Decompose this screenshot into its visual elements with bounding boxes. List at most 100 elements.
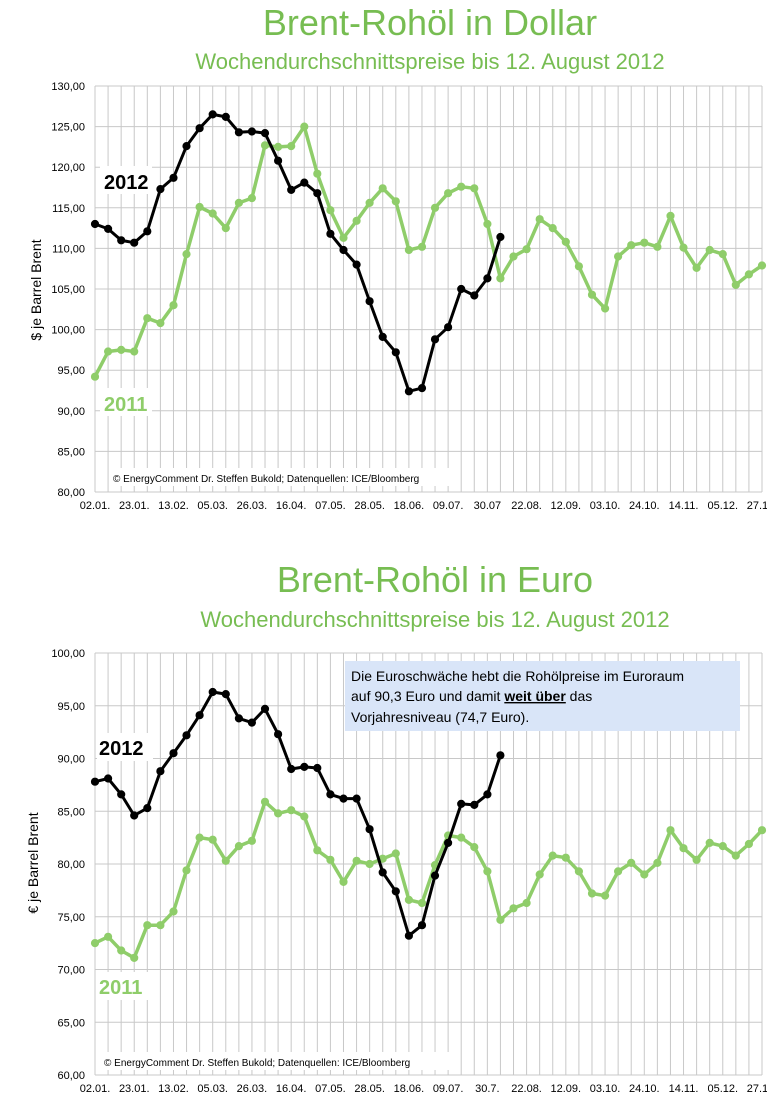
chart2-series-2011-point xyxy=(90,939,100,948)
chart1-series-2011-point xyxy=(352,216,361,225)
chart2-label-2012-bg xyxy=(97,733,153,761)
chart2-series-2011-point xyxy=(522,898,531,908)
chart2-x-tick-label: 28.05. xyxy=(354,1083,385,1095)
chart1-series-2012-point xyxy=(117,236,126,245)
chart2-series-2011-point xyxy=(601,891,610,900)
chart2-y-tick-label: 65,00 xyxy=(57,1017,85,1029)
chart2-series-2012-point xyxy=(208,687,217,697)
chart2-y-tick-label: 100,00 xyxy=(51,648,85,660)
chart1-x-tick-label: 03.10. xyxy=(590,500,621,512)
chart1-series-2011-point xyxy=(705,245,714,255)
chart2-callout-box xyxy=(345,661,740,731)
chart1-series-2012-point xyxy=(430,335,440,344)
chart2-series-2011-point xyxy=(548,851,557,860)
chart2-series-2011-point xyxy=(156,921,165,930)
chart2-series-2011-point xyxy=(744,839,754,849)
chart1-x-tick-label: 16.04. xyxy=(276,500,307,512)
chart2-series-2011-point xyxy=(718,842,727,851)
chart2-series-2011-point xyxy=(221,856,230,865)
chart2-series-2012-point xyxy=(274,730,283,739)
chart1-source-bg xyxy=(110,468,455,486)
chart2-x-tick-label: 16.04. xyxy=(276,1083,307,1095)
chart1-label-2011-bg xyxy=(100,388,152,416)
chart1-series-2011-point xyxy=(614,252,623,261)
chart2-callout-line2-suffix: das xyxy=(566,688,592,704)
chart1-subtitle: Wochendurchschnittspreise bis 12. August… xyxy=(195,49,664,74)
chart1-series-2011-point xyxy=(444,189,453,198)
chart1-series-2012-point xyxy=(378,332,387,341)
chart1-series-2012-point xyxy=(313,189,322,198)
chart1-series-2011-point xyxy=(496,274,505,283)
chart2-series-2011-point xyxy=(757,826,767,835)
chart2-series-2012-point xyxy=(169,749,178,758)
chart2-callout-line2: auf 90,3 Euro und damit weit über das xyxy=(351,688,592,704)
chart2-y-ticks: 60,00 65,00 70,00 75,00 80,00 85,00 90,00 95,00… xyxy=(51,648,85,1082)
chart1-y-tick-label: 90,00 xyxy=(57,406,85,418)
chart2-x-tick-label: 14.11. xyxy=(669,1083,699,1095)
chart2-series-2012-point xyxy=(483,790,492,799)
chart2-series-2011-point xyxy=(313,846,322,855)
chart2-series-2011-point xyxy=(614,867,623,876)
chart2-series-2012-point xyxy=(104,774,113,783)
chart2-y-axis-label: € je Barrel Brent xyxy=(25,812,41,913)
chart2-series-2011-point xyxy=(457,833,466,842)
chart2-series-2011-point xyxy=(326,855,335,864)
chart2-series-2012-point xyxy=(130,811,139,820)
chart2-series-2012-point xyxy=(378,868,387,877)
chart1-y-tick-label: 80,00 xyxy=(57,487,85,499)
chart2-series-2012-point xyxy=(444,838,453,848)
chart2-series-2011-point xyxy=(483,867,492,876)
chart1-series-2012-point xyxy=(274,156,283,165)
chart1-label-2012-bg xyxy=(100,166,152,194)
chart2-callout-line2-prefix: auf 90,3 Euro und damit xyxy=(351,688,504,704)
chart2-x-tick-label: 18.06. xyxy=(394,1083,425,1095)
chart1-x-tick-label: 23.01. xyxy=(119,500,150,512)
chart1-series-2011-point xyxy=(679,243,688,252)
chart1-series-2011-point xyxy=(744,270,754,279)
chart2-label-2012: 2012 xyxy=(99,738,144,760)
chart2-series-2011-point xyxy=(679,844,688,853)
chart1-series-2011-point xyxy=(287,142,296,151)
chart1-series-2012-point xyxy=(195,124,204,133)
chart2-y-tick-label: 90,00 xyxy=(57,754,85,766)
chart2-x-ticks: 02.01. 23.01. 13.02. 05.03. 26.03. 16.04. 07.0… xyxy=(80,1083,767,1095)
chart2-y-tick-label: 60,00 xyxy=(57,1070,85,1082)
chart2-series-2011-point xyxy=(404,895,413,905)
chart1-series-2011-point xyxy=(313,169,322,178)
chart2-series-2012-point xyxy=(221,690,230,699)
chart1-series-2012-point xyxy=(352,260,361,269)
chart2-x-tick-label: 07.05. xyxy=(315,1083,346,1095)
chart2-series-2011-point xyxy=(117,946,126,955)
chart1-series-2011-point xyxy=(627,241,636,250)
chart1-series-2011-point xyxy=(483,219,492,229)
chart2-series-2012-point xyxy=(156,767,165,776)
chart2-series-2011-point xyxy=(666,826,675,835)
chart1-x-tick-label: 09.07. xyxy=(433,500,464,512)
chart1-series-2012-point xyxy=(247,127,256,136)
chart2-series-2012-point xyxy=(117,790,126,799)
chart2-series-2011-point xyxy=(234,842,243,851)
chart1-series-2011-point xyxy=(143,314,152,323)
chart1-series-2011-point xyxy=(509,252,518,261)
chart1-series-2011-point xyxy=(156,319,165,328)
chart1-series-2012-point xyxy=(417,384,427,393)
chart1-x-tick-label: 28.05. xyxy=(354,500,385,512)
chart1-series-2012-point xyxy=(339,245,348,255)
chart1-series-2011-point xyxy=(130,347,139,356)
chart2-source: © EnergyComment Dr. Steffen Bukold; Date… xyxy=(104,1058,410,1069)
chart1-title: Brent-Rohöl in Dollar xyxy=(263,2,597,43)
chart2-series-2011-point xyxy=(287,806,296,815)
chart1-series-2011-point xyxy=(653,242,662,251)
chart2-title: Brent-Rohöl in Euro xyxy=(277,559,593,600)
chart2-series-2012-point xyxy=(313,763,322,773)
chart1-series-2011-point xyxy=(535,215,544,224)
chart1-x-tick-label: 02.01. xyxy=(80,500,111,512)
chart1-source: © EnergyComment Dr. Steffen Bukold; Date… xyxy=(113,474,419,485)
chart2-series-2012-point xyxy=(182,731,191,740)
chart2-x-tick-label: 13.02. xyxy=(158,1083,189,1095)
chart2-subtitle: Wochendurchschnittspreise bis 12. August… xyxy=(200,607,669,632)
chart2-x-tick-label: 27.12. xyxy=(747,1083,767,1095)
chart1-series-2011-point xyxy=(640,238,649,247)
chart1-series-2012-point xyxy=(470,291,479,300)
chart2-callout-emphasis: weit über xyxy=(503,688,566,704)
